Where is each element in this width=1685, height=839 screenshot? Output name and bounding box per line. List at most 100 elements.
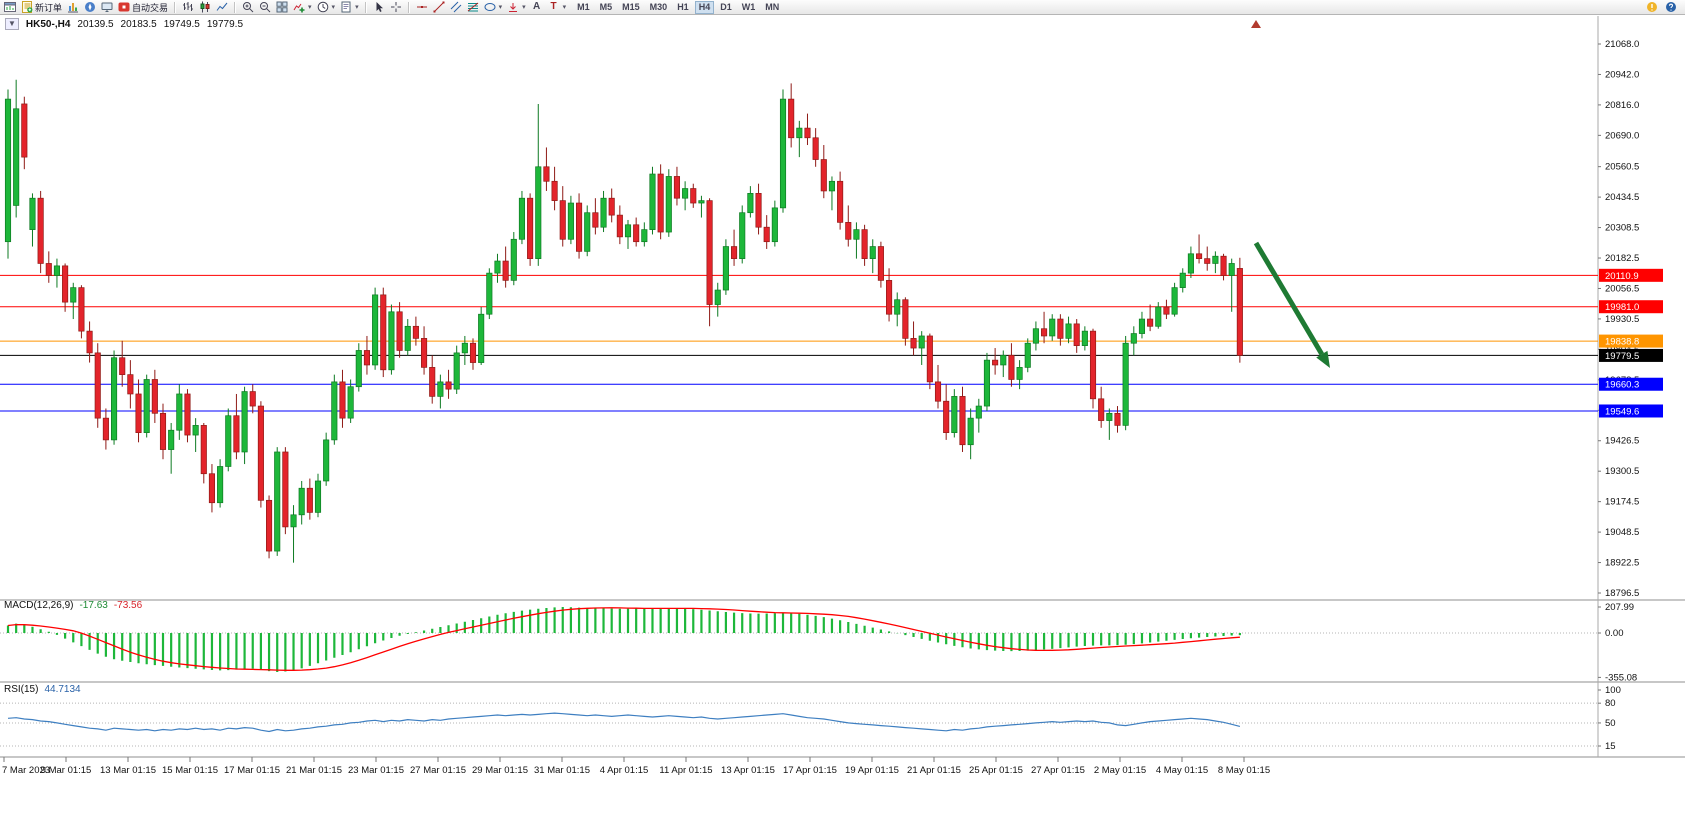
help-icon (1666, 2, 1676, 12)
navigator-icon (85, 2, 96, 12)
line-chart-icon (216, 1, 228, 13)
svg-text:4 May 01:15: 4 May 01:15 (1156, 765, 1208, 776)
ohlc-close: 19779.5 (206, 18, 244, 30)
svg-text:4 Apr 01:15: 4 Apr 01:15 (600, 765, 649, 776)
timeframe-button-m5[interactable]: M5 (599, 1, 613, 12)
dropdown-caret-icon: ▾ (498, 4, 503, 11)
shapes-button[interactable]: ▾ (482, 1, 505, 14)
svg-text:19549.6: 19549.6 (1605, 406, 1639, 417)
svg-text:8 May 01:15: 8 May 01:15 (1218, 765, 1270, 776)
macd-header: MACD(12,26,9) -17.63 -73.56 (4, 600, 142, 611)
svg-text:23 Mar 01:15: 23 Mar 01:15 (348, 765, 404, 776)
indicators-icon (293, 1, 305, 13)
autotrading-button[interactable]: 自动交易 (116, 1, 170, 14)
svg-text:20308.5: 20308.5 (1605, 223, 1639, 234)
profiles-button[interactable] (65, 1, 81, 14)
svg-text:17 Mar 01:15: 17 Mar 01:15 (224, 765, 280, 776)
trend-arrow-annotation[interactable] (1253, 241, 1330, 368)
channel-icon (450, 1, 462, 13)
dropdown-caret-icon: ▾ (562, 4, 567, 11)
svg-text:21 Mar 01:15: 21 Mar 01:15 (286, 765, 342, 776)
timeframe-button-m1[interactable]: M1 (577, 1, 590, 12)
dropdown-caret-icon: ▾ (522, 4, 526, 11)
terminal-button[interactable] (99, 1, 115, 14)
macd-label: MACD(12,26,9) (4, 600, 74, 611)
one-click-trading-toggle[interactable]: ▼ (5, 18, 19, 30)
price-axis[interactable]: 21068.0 20942.0 20816.0 20690.0 20560.5 20434… (1598, 39, 1639, 599)
chart-shift-marker[interactable] (1251, 20, 1261, 28)
shapes-ellipse-icon (484, 1, 496, 13)
fibonacci-button[interactable] (465, 1, 481, 14)
chart-ohlc-header: ▼ HK50-,H4 20139.5 20183.5 19749.5 19779… (5, 18, 243, 30)
price-chart-canvas[interactable]: 21068.0 20942.0 20816.0 20690.0 20560.5 20434… (0, 16, 1685, 839)
navigator-button[interactable] (82, 1, 98, 14)
macd-panel: 207.99 0.00 -355.08 (0, 602, 1637, 683)
svg-text:80: 80 (1605, 698, 1616, 709)
text-label-button[interactable]: T ▾ (546, 1, 569, 14)
trendline-button[interactable] (431, 1, 447, 14)
help-button[interactable] (1663, 1, 1679, 14)
new-order-button[interactable]: 新订单 (19, 1, 64, 14)
equidistant-channel-button[interactable] (448, 1, 464, 14)
svg-text:18922.5: 18922.5 (1605, 558, 1639, 569)
periods-button[interactable]: ▾ (315, 1, 338, 14)
whats-new-icon (1647, 2, 1657, 12)
svg-text:0.00: 0.00 (1605, 628, 1624, 639)
svg-text:20816.0: 20816.0 (1605, 100, 1639, 111)
svg-text:9 Mar 01:15: 9 Mar 01:15 (41, 765, 92, 776)
crosshair-button[interactable] (388, 1, 404, 14)
timeframe-button-m30[interactable]: M30 (649, 1, 668, 12)
horizontal-level-lines[interactable] (0, 274, 1598, 412)
line-chart-button[interactable] (214, 1, 230, 14)
candlestick-chart-button[interactable] (197, 1, 213, 14)
profiles-icon (67, 3, 79, 13)
svg-text:19838.8: 19838.8 (1605, 337, 1639, 348)
svg-text:19 Apr 01:15: 19 Apr 01:15 (845, 765, 899, 776)
bar-chart-button[interactable] (180, 1, 196, 14)
whats-new-button[interactable] (1644, 1, 1660, 14)
zoom-in-button[interactable] (240, 1, 256, 14)
svg-text:15: 15 (1605, 741, 1616, 752)
horizontal-line-icon (416, 6, 428, 8)
horizontal-line-button[interactable] (414, 1, 430, 14)
timeframe-button-m15[interactable]: M15 (622, 1, 640, 12)
timeframe-button-h4[interactable]: H4 (694, 0, 715, 14)
text-button[interactable]: A (529, 1, 545, 14)
svg-text:27 Apr 01:15: 27 Apr 01:15 (1031, 765, 1085, 776)
zoom-out-button[interactable] (257, 1, 273, 14)
svg-text:100: 100 (1605, 685, 1621, 696)
dropdown-caret-icon: ▾ (331, 4, 336, 11)
svg-text:13 Mar 01:15: 13 Mar 01:15 (100, 765, 156, 776)
chart-symbol-period: HK50-,H4 (25, 18, 71, 30)
svg-text:31 Mar 01:15: 31 Mar 01:15 (534, 765, 590, 776)
chart-window-button[interactable] (2, 1, 18, 14)
indicators-list-button[interactable]: ▾ (291, 1, 314, 14)
svg-text:20560.5: 20560.5 (1605, 162, 1639, 173)
text-label-icon: T (550, 1, 557, 12)
ohlc-open: 20139.5 (77, 18, 114, 30)
price-level-labels: 20110.9 19981.0 19838.8 19779.5 19660.3 19549… (1599, 268, 1663, 418)
text-icon: A (532, 1, 541, 12)
timeframe-button-w1[interactable]: W1 (741, 1, 756, 12)
fibonacci-icon (467, 1, 479, 13)
svg-text:20110.9: 20110.9 (1605, 271, 1639, 282)
svg-text:7 Mar 2023: 7 Mar 2023 (2, 765, 50, 776)
svg-text:29 Mar 01:15: 29 Mar 01:15 (472, 765, 528, 776)
svg-text:21 Apr 01:15: 21 Apr 01:15 (907, 765, 961, 776)
arrows-button[interactable]: ▾ (505, 1, 528, 14)
cursor-button[interactable] (371, 1, 387, 14)
one-click-trading-collapse-icon: ▼ (8, 19, 16, 28)
templates-button[interactable]: ▾ (338, 1, 361, 14)
candlestick-layer (4, 79, 1243, 563)
svg-text:21068.0: 21068.0 (1605, 39, 1639, 50)
svg-text:20182.5: 20182.5 (1605, 253, 1639, 264)
timeframe-button-mn[interactable]: MN (765, 1, 780, 12)
chart-window-icon (4, 1, 16, 13)
dropdown-caret-icon: ▾ (355, 4, 359, 11)
timeframe-button-d1[interactable]: D1 (720, 1, 732, 12)
tile-windows-button[interactable] (274, 1, 290, 14)
svg-text:19981.0: 19981.0 (1605, 302, 1639, 313)
svg-text:19174.5: 19174.5 (1605, 497, 1639, 508)
timeframe-button-h1[interactable]: H1 (677, 1, 689, 12)
